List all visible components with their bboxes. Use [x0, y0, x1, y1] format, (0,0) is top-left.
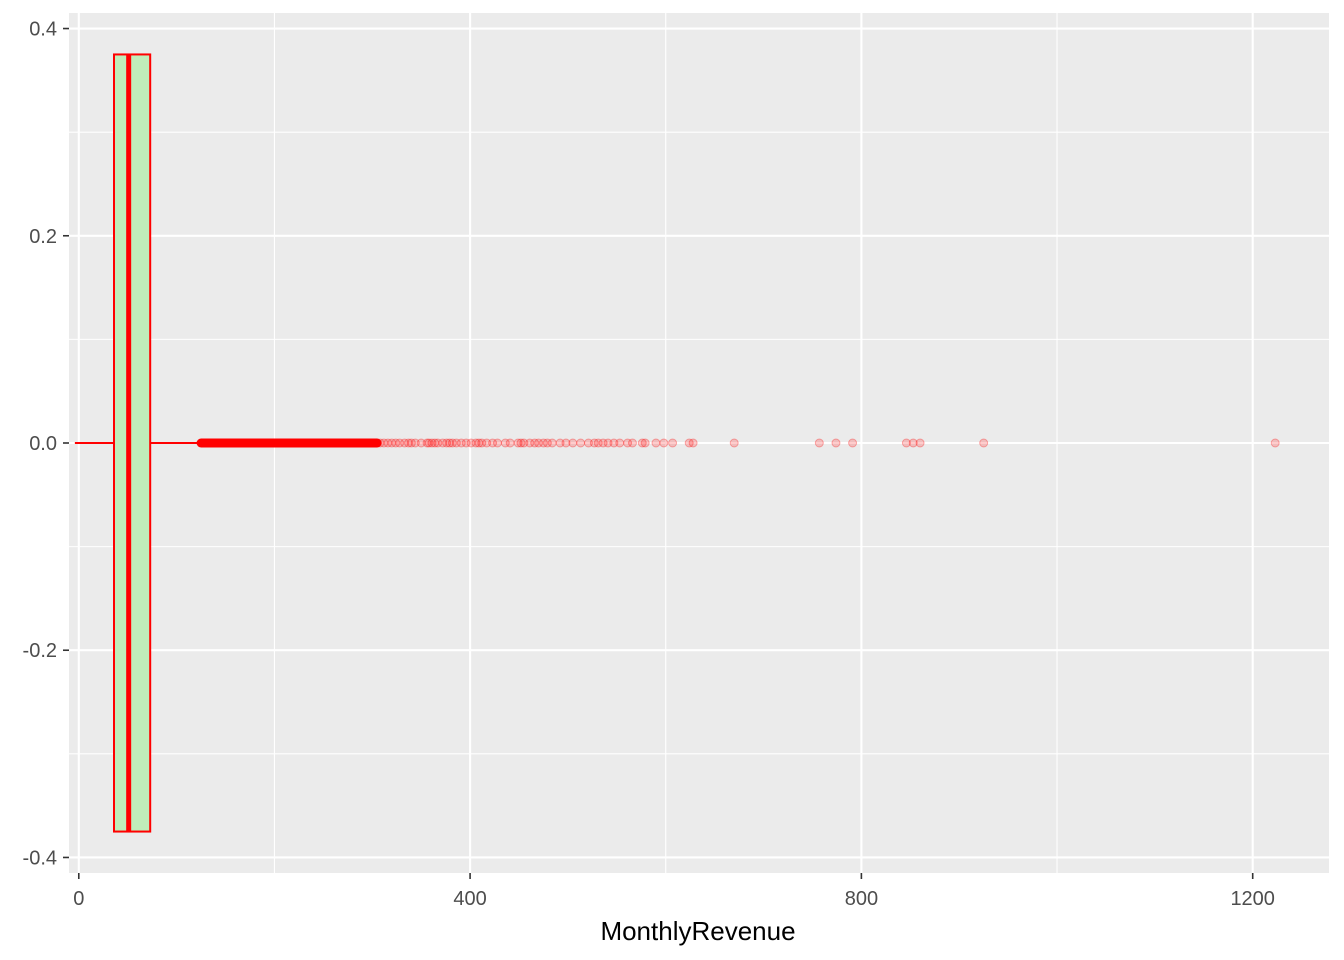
outlier-point	[915, 438, 925, 448]
y-tick-label: 0.0	[29, 433, 57, 455]
outlier-point	[416, 438, 426, 448]
outlier-point	[729, 438, 739, 448]
outlier-points	[196, 438, 1280, 448]
outlier-point	[668, 438, 678, 448]
outlier-point	[555, 438, 565, 448]
outlier-point	[814, 438, 824, 448]
outlier-point	[623, 438, 633, 448]
x-tick-label: 0	[73, 888, 84, 910]
outlier-point	[505, 438, 515, 448]
outlier-point	[395, 438, 405, 448]
outlier-point	[488, 438, 498, 448]
outlier-point	[445, 438, 455, 448]
outlier-point	[433, 438, 443, 448]
outlier-point	[538, 438, 548, 448]
outlier-point	[651, 438, 661, 448]
outlier-point	[583, 438, 593, 448]
y-tick-label: -0.4	[23, 847, 57, 869]
outlier-point	[482, 438, 492, 448]
outlier-point	[979, 438, 989, 448]
outlier-point	[901, 438, 911, 448]
outlier-point	[474, 438, 484, 448]
outlier-point	[442, 438, 452, 448]
y-tick-label: 0.2	[29, 226, 57, 248]
outlier-point	[593, 438, 603, 448]
outlier-point	[516, 438, 526, 448]
outlier-point	[547, 438, 557, 448]
outlier-point	[519, 438, 529, 448]
outlier-point	[400, 438, 410, 448]
x-axis-title: MonthlyRevenue	[600, 916, 795, 946]
outlier-point	[430, 438, 440, 448]
outlier-point	[684, 438, 694, 448]
major-gridlines	[69, 13, 1329, 873]
y-tick-label: -0.2	[23, 640, 57, 662]
outlier-point	[375, 438, 385, 448]
outlier-point	[530, 438, 540, 448]
outlier-point	[561, 438, 571, 448]
outlier-point	[461, 438, 471, 448]
outlier-point	[456, 438, 466, 448]
outlier-point	[1270, 438, 1280, 448]
outlier-point	[609, 438, 619, 448]
interquartile-box	[113, 53, 152, 833]
outlier-point	[403, 438, 413, 448]
box-layer	[74, 53, 202, 833]
outlier-point	[637, 438, 647, 448]
x-tick-label: 400	[453, 888, 486, 910]
outlier-point	[534, 438, 544, 448]
y-tick-label: 0.4	[29, 19, 57, 41]
outlier-point	[477, 438, 487, 448]
outlier-point	[603, 438, 613, 448]
outlier-point	[659, 438, 669, 448]
outlier-point	[908, 438, 918, 448]
outlier-point	[471, 438, 481, 448]
outlier-point	[447, 438, 457, 448]
outlier-point	[391, 438, 401, 448]
outlier-point	[379, 438, 389, 448]
outlier-point	[383, 438, 393, 448]
y-axis-ticks: 0.4 0.2 0.0 -0.2 -0.4	[23, 19, 69, 869]
outlier-point	[410, 438, 420, 448]
outlier-point	[576, 438, 586, 448]
outlier-point	[627, 438, 637, 448]
x-tick-label: 800	[845, 888, 878, 910]
outlier-point	[451, 438, 461, 448]
outlier-point	[466, 438, 476, 448]
outlier-point	[492, 438, 502, 448]
outlier-point	[848, 438, 858, 448]
outlier-point	[424, 438, 434, 448]
outlier-point	[831, 438, 841, 448]
outlier-point	[589, 438, 599, 448]
outlier-point	[387, 438, 397, 448]
outlier-point	[406, 438, 416, 448]
outlier-point	[500, 438, 510, 448]
x-axis-ticks: 0 400 800 1200	[73, 873, 1275, 910]
outlier-point	[422, 438, 432, 448]
outlier-point	[438, 438, 448, 448]
outlier-point	[542, 438, 552, 448]
outlier-point	[615, 438, 625, 448]
outlier-point	[688, 438, 698, 448]
outlier-point	[513, 438, 523, 448]
outlier-point	[525, 438, 535, 448]
outlier-point	[598, 438, 608, 448]
outlier-point	[427, 438, 437, 448]
outlier-point	[568, 438, 578, 448]
x-tick-label: 1200	[1230, 888, 1275, 910]
outlier-point	[640, 438, 650, 448]
